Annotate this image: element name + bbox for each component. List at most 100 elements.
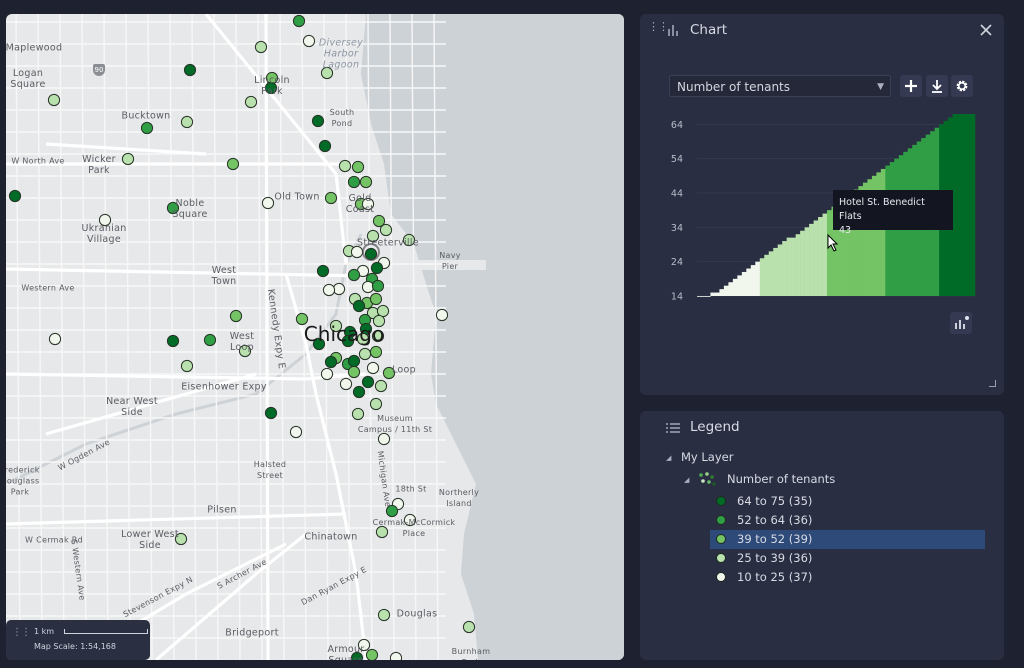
chart-bar[interactable] (746, 268, 752, 296)
chart-bar[interactable] (836, 203, 841, 296)
tenant-point[interactable] (226, 157, 240, 171)
close-icon[interactable] (980, 24, 992, 36)
chart-options-button[interactable] (950, 312, 972, 334)
chart-bar[interactable] (773, 247, 779, 296)
tenant-point[interactable] (347, 175, 361, 189)
map-canvas[interactable] (6, 14, 624, 660)
legend-item[interactable]: 39 to 52 (39) (710, 530, 985, 549)
chart-bar[interactable] (844, 196, 850, 296)
tenant-point[interactable] (351, 160, 365, 174)
chart-bar[interactable] (957, 114, 962, 296)
chart-bar[interactable] (755, 261, 761, 296)
tenant-point[interactable] (365, 648, 379, 660)
tenant-point[interactable] (352, 299, 366, 313)
chart-bar[interactable] (732, 278, 738, 296)
legend-item[interactable]: 52 to 64 (36) (710, 511, 985, 530)
collapse-triangle-icon[interactable]: ◢ (666, 454, 672, 462)
tenant-point[interactable] (121, 152, 135, 166)
tenant-point[interactable] (341, 334, 355, 348)
tenant-point[interactable] (338, 159, 352, 173)
tenant-point[interactable] (369, 397, 383, 411)
chart-bar[interactable] (876, 172, 882, 296)
chart-bar[interactable] (849, 192, 855, 296)
drag-handle-icon[interactable]: ⋮⋮ (648, 20, 669, 33)
tenant-point[interactable] (180, 359, 194, 373)
chart-bar[interactable] (701, 296, 707, 297)
layer-name[interactable]: My Layer (681, 450, 734, 464)
chart-bar[interactable] (961, 114, 967, 296)
tenant-point[interactable] (347, 365, 361, 379)
tenant-point[interactable] (292, 14, 306, 28)
resize-handle[interactable] (989, 380, 996, 387)
tenant-point[interactable] (324, 191, 338, 205)
tenant-point[interactable] (382, 366, 396, 380)
drag-handle-icon[interactable]: ⋮⋮ (12, 627, 31, 638)
chart-bar[interactable] (786, 237, 792, 296)
chart-bar[interactable] (966, 114, 971, 296)
chart-bar[interactable] (853, 189, 859, 296)
chart-bar[interactable] (800, 230, 805, 296)
chart-bar[interactable] (822, 213, 828, 296)
tenant-point[interactable] (166, 334, 180, 348)
tenant-point[interactable] (379, 223, 393, 237)
tenant-point[interactable] (389, 651, 403, 660)
tenant-point[interactable] (183, 63, 197, 77)
chart-bar[interactable] (697, 296, 702, 297)
chart-bar[interactable] (840, 199, 846, 296)
tenant-point[interactable] (351, 407, 365, 421)
tenant-point[interactable] (302, 34, 316, 48)
chart-bar[interactable] (827, 210, 832, 296)
tenant-point[interactable] (47, 93, 61, 107)
chart-bar[interactable] (813, 220, 819, 296)
tenant-point[interactable] (375, 525, 389, 539)
chart-bar[interactable] (871, 175, 877, 296)
chart-bar[interactable] (804, 227, 810, 296)
tenant-point[interactable] (318, 139, 332, 153)
tenant-point[interactable] (462, 620, 476, 634)
tenant-point[interactable] (366, 229, 380, 243)
map-view[interactable]: Maplewood Logan Square Bucktown W North Ave… (6, 14, 624, 660)
tenant-point[interactable] (8, 189, 22, 203)
tenant-point[interactable] (361, 197, 375, 211)
chart-bar[interactable] (818, 217, 823, 296)
tenant-point[interactable] (244, 95, 258, 109)
tenant-point[interactable] (316, 264, 330, 278)
chart-bar[interactable] (880, 168, 886, 296)
chart-bar[interactable] (777, 244, 783, 296)
tenant-point[interactable] (238, 344, 252, 358)
tenant-point[interactable] (203, 333, 217, 347)
tenant-point[interactable] (48, 332, 62, 346)
metric-select[interactable]: Number of tenants ▼ (669, 75, 891, 97)
chart-bar[interactable] (741, 271, 747, 296)
chart-bar[interactable] (858, 186, 864, 296)
tenant-point[interactable] (174, 532, 188, 546)
tenant-point[interactable] (372, 214, 386, 228)
tenant-point[interactable] (295, 312, 309, 326)
chart-bar[interactable] (764, 254, 770, 296)
chart-bar[interactable] (862, 182, 868, 296)
tenant-point[interactable] (402, 233, 416, 247)
tenant-point[interactable] (329, 319, 343, 333)
tenant-point[interactable] (261, 196, 275, 210)
tenant-point[interactable] (332, 282, 346, 296)
tenant-point[interactable] (369, 345, 383, 359)
tenant-point[interactable] (166, 201, 180, 215)
chart-bar[interactable] (737, 275, 743, 296)
chart-bar[interactable] (782, 241, 787, 296)
chart-bar[interactable] (705, 296, 711, 297)
point-layer[interactable] (8, 14, 476, 660)
tenant-point[interactable] (358, 347, 372, 361)
tenant-point[interactable] (140, 121, 154, 135)
tenant-point[interactable] (264, 81, 278, 95)
tenant-point[interactable] (352, 385, 366, 399)
tenant-point[interactable] (372, 314, 386, 328)
chart-bar[interactable] (795, 234, 801, 296)
legend-item[interactable]: 25 to 39 (36) (710, 549, 985, 568)
tenant-point[interactable] (350, 651, 364, 660)
tenant-point[interactable] (347, 268, 361, 282)
chart-bar[interactable] (723, 285, 729, 296)
chart-bar[interactable] (809, 223, 814, 296)
tenant-point[interactable] (435, 308, 449, 322)
tenant-point[interactable] (374, 379, 388, 393)
tenant-point[interactable] (312, 337, 326, 351)
